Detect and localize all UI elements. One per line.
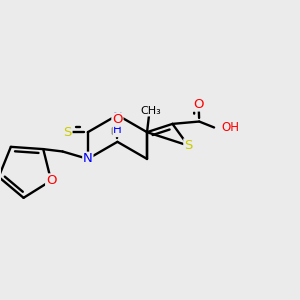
Text: O: O xyxy=(194,98,204,111)
Text: N: N xyxy=(112,111,122,124)
Text: OH: OH xyxy=(221,121,239,134)
Text: S: S xyxy=(63,126,72,139)
Text: O: O xyxy=(112,113,123,126)
Text: CH₃: CH₃ xyxy=(140,106,161,116)
Text: H: H xyxy=(113,123,122,136)
Text: N: N xyxy=(83,152,93,165)
Text: O: O xyxy=(46,174,56,187)
Text: S: S xyxy=(184,139,192,152)
